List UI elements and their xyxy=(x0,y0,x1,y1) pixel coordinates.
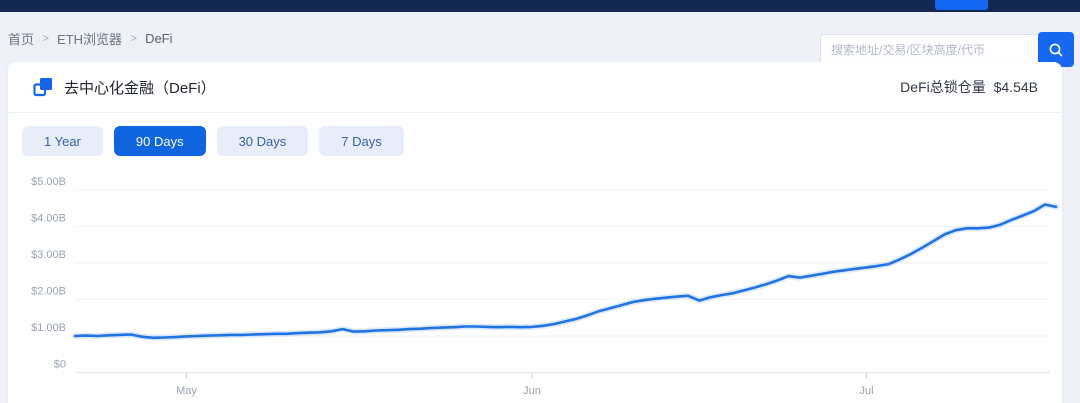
breadcrumb-bar: 首页 > ETH浏览器 > DeFi xyxy=(0,12,1080,67)
y-tick-label: $1.00B xyxy=(31,322,66,334)
breadcrumb-separator: > xyxy=(130,31,138,45)
tvl-line[interactable] xyxy=(73,203,1058,340)
tvl-stat-value: $4.54B xyxy=(993,79,1038,95)
y-tick-label: $2.00B xyxy=(31,286,66,298)
y-tick-label: $4.00B xyxy=(31,213,66,225)
breadcrumb-eth-explorer[interactable]: ETH浏览器 xyxy=(57,31,123,47)
breadcrumb-defi: DeFi xyxy=(145,30,173,46)
tvl-chart[interactable]: $0 $1.00B $2.00B $3.00B $4.00B $5.00B May Jun J… xyxy=(8,165,1062,403)
search-input[interactable] xyxy=(820,34,1038,66)
defi-layers-icon xyxy=(33,78,52,97)
chart-gridlines xyxy=(75,189,1050,373)
breadcrumb-home[interactable]: 首页 xyxy=(8,31,35,47)
range-button-1-year[interactable]: 1 Year xyxy=(22,126,103,156)
y-tick-label: $5.00B xyxy=(31,176,66,188)
search-icon xyxy=(1049,43,1063,56)
search-bar xyxy=(820,32,1074,67)
navbar-action-button[interactable] xyxy=(935,0,988,10)
x-tick-label: May xyxy=(176,385,197,397)
y-tick-label: $0 xyxy=(54,359,66,371)
range-button-90-days[interactable]: 90 Days xyxy=(113,126,206,156)
search-button[interactable] xyxy=(1038,32,1074,67)
card-header: 去中心化金融（DeFi） DeFi总锁仓量 $4.54B xyxy=(8,62,1062,113)
chart-y-axis-labels: $0 $1.00B $2.00B $3.00B $4.00B $5.00B xyxy=(31,176,66,371)
x-tick-label: Jul xyxy=(859,385,873,397)
tvl-stat-label: DeFi总锁仓量 xyxy=(900,79,986,95)
range-button-7-days[interactable]: 7 Days xyxy=(319,126,404,156)
chart-x-axis: May Jun Jul xyxy=(176,373,874,397)
range-button-30-days[interactable]: 30 Days xyxy=(216,126,309,156)
tvl-line-halo xyxy=(72,201,1059,341)
breadcrumb-separator: > xyxy=(42,31,50,45)
breadcrumb: 首页 > ETH浏览器 > DeFi xyxy=(8,12,173,64)
x-tick-label: Jun xyxy=(523,385,541,397)
page-title: 去中心化金融（DeFi） xyxy=(64,79,216,97)
time-range-buttons: 1 Year 90 Days 30 Days 7 Days xyxy=(8,113,1062,169)
defi-card: 去中心化金融（DeFi） DeFi总锁仓量 $4.54B 1 Year 90 Da… xyxy=(8,62,1062,403)
y-tick-label: $3.00B xyxy=(31,249,66,261)
top-navbar xyxy=(0,0,1080,12)
tvl-stat: DeFi总锁仓量 $4.54B xyxy=(900,77,1038,97)
